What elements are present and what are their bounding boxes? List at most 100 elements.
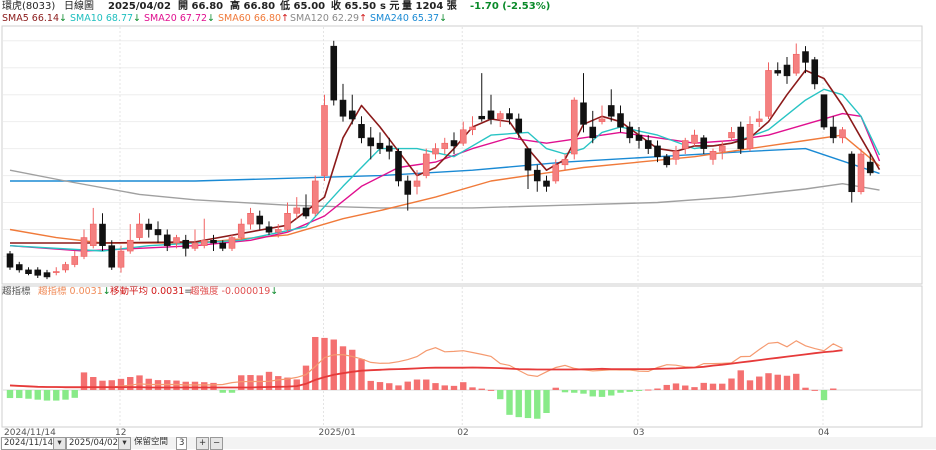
candle-body bbox=[543, 180, 550, 187]
indicator-line2-arrow: = bbox=[184, 286, 193, 297]
legend-sma240-value: SMA240 65.37 bbox=[370, 13, 440, 24]
indicator-bar-positive bbox=[728, 378, 735, 390]
indicator-line1: 趨指標 0.0031↓ bbox=[38, 286, 111, 298]
x-tick-label: 2025/01 bbox=[319, 428, 356, 437]
candle-body bbox=[15, 264, 23, 271]
candle-body bbox=[811, 59, 819, 85]
candle-body bbox=[802, 51, 809, 63]
indicator-bar-negative bbox=[626, 390, 633, 392]
zoom-out-icon[interactable]: − bbox=[210, 437, 223, 450]
candle-body bbox=[663, 156, 671, 166]
indicator-bar-positive bbox=[765, 373, 772, 390]
legend-sma5: SMA5 66.14↓ bbox=[2, 13, 67, 25]
indicator-bar-negative bbox=[580, 390, 587, 394]
candle-body bbox=[765, 70, 772, 117]
quote-close: 收 65.50 bbox=[331, 1, 377, 12]
stock-name: 環虎(8033) bbox=[2, 1, 56, 12]
indicator-bar-positive bbox=[719, 383, 726, 390]
indicator-bar-negative bbox=[598, 390, 606, 397]
price-chart[interactable]: 2024/11/14 12 2025/01 02 03 04 bbox=[0, 0, 936, 437]
indicator-bar-positive bbox=[136, 375, 143, 390]
indicator-bar-positive bbox=[293, 379, 300, 390]
candle-body bbox=[284, 213, 291, 230]
candle-body bbox=[422, 153, 430, 176]
zoom-in-icon[interactable]: + bbox=[196, 437, 209, 450]
indicator-bar-positive bbox=[108, 380, 115, 390]
start-dropdown-icon[interactable]: ▾ bbox=[53, 437, 66, 450]
candle-body bbox=[228, 237, 236, 249]
end-dropdown-icon[interactable]: ▾ bbox=[118, 437, 131, 450]
indicator-bar-positive bbox=[450, 385, 458, 390]
keep-space-label: 保留空間 bbox=[134, 437, 169, 447]
indicator-bar-negative bbox=[571, 390, 578, 393]
candle-body bbox=[506, 113, 513, 120]
candle-body bbox=[145, 223, 153, 230]
candle-body bbox=[496, 113, 504, 120]
candle-body bbox=[43, 272, 51, 278]
keep-space-field[interactable]: 3 bbox=[176, 437, 188, 450]
candle-body bbox=[182, 239, 190, 249]
indicator-line1-arrow: ↓ bbox=[102, 286, 111, 297]
candle-body bbox=[441, 142, 449, 149]
indicator-bar-positive bbox=[756, 376, 763, 390]
legend-sma60-value: SMA60 66.80 bbox=[218, 13, 282, 24]
indicator-moving-average-line bbox=[9, 349, 843, 389]
indicator-bar-positive bbox=[793, 373, 800, 390]
indicator-bar-negative bbox=[589, 390, 596, 397]
x-tick-label: 04 bbox=[818, 428, 830, 437]
indicator-bar-negative bbox=[6, 390, 14, 399]
ma-legend: SMA5 66.14↓ SMA10 68.77↓ SMA20 67.72↓ SM… bbox=[0, 13, 936, 26]
indicator-bar-positive bbox=[709, 383, 717, 390]
candle-body bbox=[737, 126, 745, 149]
indicator-bar-positive bbox=[487, 389, 495, 391]
indicator-bar-positive bbox=[413, 379, 421, 390]
indicator-bar-positive bbox=[339, 346, 347, 390]
indicator-bar-positive bbox=[746, 380, 754, 390]
indicator-bar-positive bbox=[117, 378, 125, 390]
indicator-bar-negative bbox=[53, 390, 60, 401]
indicator-bar-positive bbox=[423, 379, 430, 390]
line-sma120 bbox=[9, 169, 880, 209]
candle-body bbox=[367, 137, 375, 147]
candle-body bbox=[237, 223, 245, 238]
candle-body bbox=[330, 45, 338, 101]
indicator-bars bbox=[6, 336, 837, 419]
legend-sma10-value: SMA10 68.77 bbox=[70, 13, 134, 24]
indicator-bar-negative bbox=[62, 390, 69, 400]
start-date-field[interactable]: 2024/11/14 bbox=[1, 437, 56, 450]
candle-body bbox=[524, 148, 532, 171]
indicator-bar-positive bbox=[127, 377, 134, 390]
candle-body bbox=[469, 126, 476, 131]
candle-body bbox=[617, 113, 624, 128]
legend-sma5-arrow: ↓ bbox=[59, 13, 67, 24]
x-tick-label: 02 bbox=[457, 428, 468, 437]
indicator-bar-positive bbox=[395, 385, 402, 390]
candle-body bbox=[552, 164, 560, 182]
candle-body bbox=[607, 105, 615, 117]
indicator-bar-negative bbox=[515, 390, 522, 418]
indicator-bar-negative bbox=[524, 390, 532, 419]
end-date-field[interactable]: 2025/04/02 bbox=[66, 437, 121, 450]
quote-high: 高 66.80 bbox=[230, 1, 276, 12]
indicator-bar-positive bbox=[783, 375, 791, 390]
candle-body bbox=[829, 126, 837, 139]
candle-body bbox=[191, 242, 199, 249]
candle-body bbox=[866, 161, 874, 174]
indicator-panel-frame bbox=[1, 285, 923, 428]
indicator-line1-value: 趨指標 0.0031 bbox=[38, 286, 103, 297]
candle-body bbox=[432, 148, 439, 155]
candle-body bbox=[117, 250, 125, 268]
indicator-bar-negative bbox=[16, 390, 23, 399]
candle-body bbox=[321, 105, 328, 176]
candle-body bbox=[413, 180, 421, 187]
quote-low: 低 65.00 bbox=[280, 1, 326, 12]
candle-body bbox=[644, 140, 652, 149]
indicator-bar-positive bbox=[432, 383, 439, 390]
indicator-bar-positive bbox=[645, 389, 652, 391]
legend-sma10-arrow: ↓ bbox=[133, 13, 141, 24]
quote-header: 環虎(8033) 日線圖 2025/04/02 開 66.80 高 66.80 … bbox=[0, 0, 936, 14]
candle-body bbox=[709, 151, 717, 160]
candle-body bbox=[820, 94, 828, 128]
indicator-bar-positive bbox=[99, 380, 106, 390]
candle-body bbox=[839, 129, 846, 139]
